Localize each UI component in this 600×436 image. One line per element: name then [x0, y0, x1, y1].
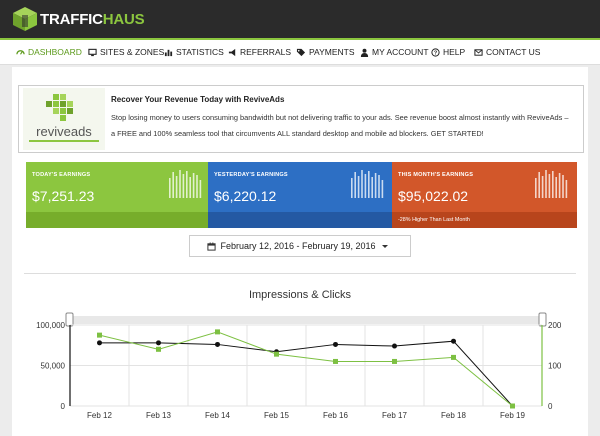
nav-label: DASHBOARD — [28, 47, 82, 57]
svg-text:?: ? — [434, 50, 437, 56]
chart-point — [333, 358, 338, 364]
ad-title[interactable]: Recover Your Revenue Today with ReviveAd… — [111, 95, 285, 104]
nav-item-my-account[interactable]: MY ACCOUNT — [360, 47, 429, 57]
nav-label: REFERRALS — [240, 47, 292, 57]
date-range-picker[interactable]: February 12, 2016 - February 19, 2016 — [189, 235, 411, 257]
reviveads-logo[interactable]: reviveads — [23, 88, 105, 150]
chart-x-tick-label: Feb 19 — [500, 411, 525, 420]
nav-item-statistics[interactable]: STATISTICS — [164, 47, 224, 57]
main-content: reviveads Recover Your Revenue Today wit… — [12, 67, 588, 436]
chart-point — [215, 341, 220, 347]
top-header: TRAFFICHAUS — [0, 0, 600, 38]
chart-point — [156, 340, 161, 346]
card-sparkline-icon — [351, 168, 385, 203]
chart-point — [451, 338, 456, 344]
card-footer — [392, 212, 577, 228]
earnings-card-yesterday: YESTERDAY'S EARNINGS $6,220.12 — [208, 162, 393, 228]
nav-item-referrals[interactable]: REFERRALS — [228, 47, 291, 57]
tag-icon — [296, 48, 306, 56]
chart-point — [97, 332, 102, 338]
chart-y-right-tick-label: 200 — [548, 321, 562, 330]
chart-point — [333, 341, 338, 347]
chart-y-right-tick-label: 100 — [548, 362, 562, 371]
chart-handle-left-icon — [65, 312, 74, 327]
traffichaus-logo-icon[interactable] — [12, 6, 38, 32]
chart-x-tick-label: Feb 15 — [264, 411, 289, 420]
chart-x-tick-label: Feb 18 — [441, 411, 466, 420]
nav-item-contact-us[interactable]: CONTACT US — [474, 47, 540, 57]
card-footer — [26, 212, 211, 228]
chart-x-tick-label: Feb 17 — [382, 411, 407, 420]
chart-title: Impressions & Clicks — [248, 289, 352, 301]
nav-item-help[interactable]: ? HELP — [431, 47, 465, 57]
nav-label: SITES & ZONES — [100, 47, 165, 57]
nav-label: MY ACCOUNT — [372, 47, 429, 57]
brand-name[interactable]: TRAFFICHAUS — [40, 11, 145, 28]
chart-point — [392, 358, 397, 364]
card-note: -28% Higher Than Last Month — [398, 217, 470, 223]
chart-point — [451, 354, 456, 360]
nav-label: HELP — [443, 47, 466, 57]
chart-x-tick-label: Feb 12 — [87, 411, 112, 420]
nav-label: PAYMENTS — [309, 47, 355, 57]
reviveads-banner[interactable]: reviveads Recover Your Revenue Today wit… — [18, 85, 584, 153]
chart-series-line — [99, 340, 513, 407]
chart-x-tick-label: Feb 13 — [146, 411, 171, 420]
card-value: $7,251.23 — [32, 188, 95, 204]
brand-name-part-a: TRAFFIC — [40, 11, 103, 28]
chart-y-left-tick-label: 100,000 — [36, 321, 65, 330]
card-label: TODAY'S EARNINGS — [32, 172, 91, 178]
envelope-icon — [474, 48, 483, 56]
chart-handle-right-icon — [538, 312, 547, 327]
main-nav: DASHBOARD SITES & ZONES STATISTICS REFER… — [0, 38, 600, 65]
chart-x-tick-label: Feb 16 — [323, 411, 348, 420]
nav-label: STATISTICS — [176, 47, 224, 57]
card-sparkline-icon — [535, 168, 569, 203]
brand-name-part-b: HAUS — [102, 11, 145, 28]
card-label: THIS MONTH'S EARNINGS — [398, 172, 474, 178]
chart-x-tick-label: Feb 14 — [205, 411, 230, 420]
ad-description-line-2: a FREE and 100% seamless tool that circu… — [111, 129, 484, 138]
nav-item-payments[interactable]: PAYMENTS — [296, 47, 355, 57]
chart-y-right-tick-label: 0 — [548, 402, 553, 411]
caret-down-icon — [381, 245, 388, 248]
chart-point — [274, 351, 279, 357]
date-range-text: February 12, 2016 - February 19, 2016 — [220, 241, 376, 251]
nav-item-dashboard[interactable]: DASHBOARD — [16, 47, 82, 57]
chart-point — [215, 329, 220, 335]
chart-point — [392, 343, 397, 349]
card-footer — [208, 212, 393, 228]
chart-navigator-band — [70, 316, 542, 324]
card-value: $6,220.12 — [214, 188, 277, 204]
card-label: YESTERDAY'S EARNINGS — [214, 172, 288, 178]
chart-point — [156, 346, 161, 352]
earnings-card-today: TODAY'S EARNINGS $7,251.23 — [26, 162, 211, 228]
card-value: $95,022.02 — [398, 188, 469, 204]
chart-point — [97, 340, 102, 346]
reviveads-wordmark: reviveads — [36, 124, 92, 139]
divider — [24, 273, 576, 274]
impressions-clicks-chart[interactable]: 0 50,000 100,000 0 100 200 Feb 12 Feb 13 Feb 14 F… — [12, 311, 588, 436]
bullhorn-icon — [228, 48, 236, 56]
monitor-icon — [88, 48, 97, 56]
chart-point — [510, 403, 515, 409]
question-icon: ? — [431, 47, 440, 57]
chart-series-line — [99, 331, 513, 407]
card-sparkline-icon — [169, 168, 203, 203]
ad-description-line-1: Stop losing money to users consuming ban… — [111, 113, 569, 122]
nav-label: CONTACT US — [486, 47, 541, 57]
earnings-card-this-month: THIS MONTH'S EARNINGS $95,022.02 -28% Hi… — [392, 162, 577, 228]
gauge-icon — [16, 49, 25, 55]
chart-y-left-tick-label: 50,000 — [41, 362, 66, 371]
user-icon — [360, 48, 369, 57]
calendar-icon — [207, 241, 217, 251]
reviveads-graphic-icon: reviveads — [23, 88, 105, 150]
bar-chart-icon — [164, 49, 173, 56]
nav-item-sites-zones[interactable]: SITES & ZONES — [88, 47, 164, 57]
chart-y-left-tick-label: 0 — [61, 402, 66, 411]
